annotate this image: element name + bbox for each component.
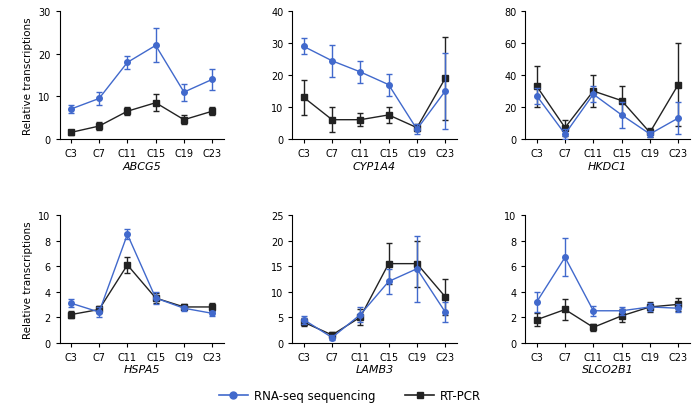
X-axis label: ABCG5: ABCG5 (122, 161, 161, 171)
X-axis label: SLCO2B1: SLCO2B1 (582, 365, 634, 375)
X-axis label: HKDC1: HKDC1 (588, 161, 627, 171)
Y-axis label: Relative transcriptions: Relative transcriptions (22, 221, 33, 338)
Legend: RNA-seq sequencing, RT-PCR: RNA-seq sequencing, RT-PCR (214, 385, 486, 407)
X-axis label: LAMB3: LAMB3 (356, 365, 393, 375)
X-axis label: HSPA5: HSPA5 (123, 365, 160, 375)
Y-axis label: Relative transcriptions: Relative transcriptions (22, 17, 32, 135)
X-axis label: CYP1A4: CYP1A4 (353, 161, 396, 171)
